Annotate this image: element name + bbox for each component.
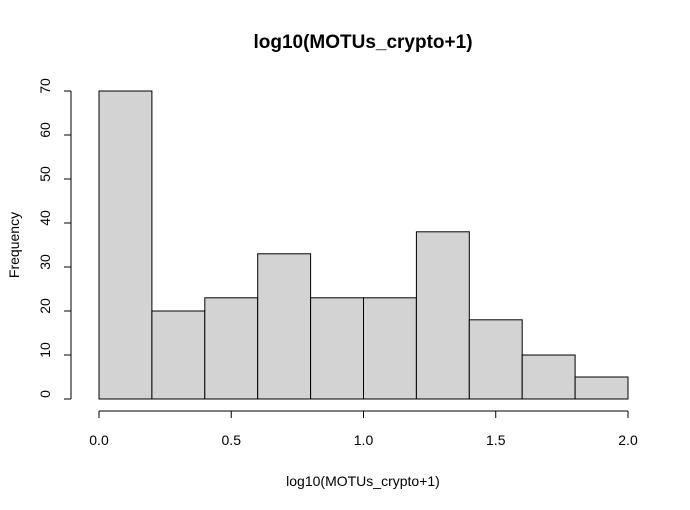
y-axis: 0 10 20 30 40 50 60 70	[37, 78, 72, 400]
x-tick-label-3: 1.5	[486, 432, 506, 448]
histogram-bar-7	[468, 319, 523, 400]
histogram-bar-3	[257, 253, 312, 400]
histogram-bar-8	[521, 354, 576, 400]
histogram-bar-6	[415, 231, 470, 400]
x-axis: 0.0 0.5 1.0 1.5 2.0	[89, 410, 638, 448]
x-axis-title: log10(MOTUs_crypto+1)	[286, 473, 440, 489]
histogram-bar-5	[363, 297, 417, 400]
histogram-bar-1	[151, 310, 206, 400]
histogram-bar-4	[310, 297, 365, 400]
x-tick-label-2: 1.0	[354, 432, 374, 448]
y-tick-label-0: 0	[37, 390, 53, 398]
y-tick-label-4: 40	[37, 210, 53, 226]
x-tick-label-1: 0.5	[222, 432, 242, 448]
x-tick-label-4: 2.0	[618, 432, 638, 448]
histogram-bar-0	[98, 90, 153, 400]
histogram-bar-9	[574, 376, 629, 400]
y-tick-label-7: 70	[37, 78, 53, 94]
y-tick-label-6: 60	[37, 122, 53, 138]
y-axis-title: Frequency	[6, 212, 22, 278]
chart-title: log10(MOTUs_crypto+1)	[253, 32, 472, 53]
y-tick-label-1: 10	[37, 342, 53, 358]
y-tick-label-5: 50	[37, 166, 53, 182]
x-tick-label-0: 0.0	[89, 432, 109, 448]
y-tick-label-3: 30	[37, 254, 53, 270]
histogram-bar-2	[204, 297, 259, 400]
histogram-bars	[98, 90, 629, 400]
y-tick-label-2: 20	[37, 298, 53, 314]
